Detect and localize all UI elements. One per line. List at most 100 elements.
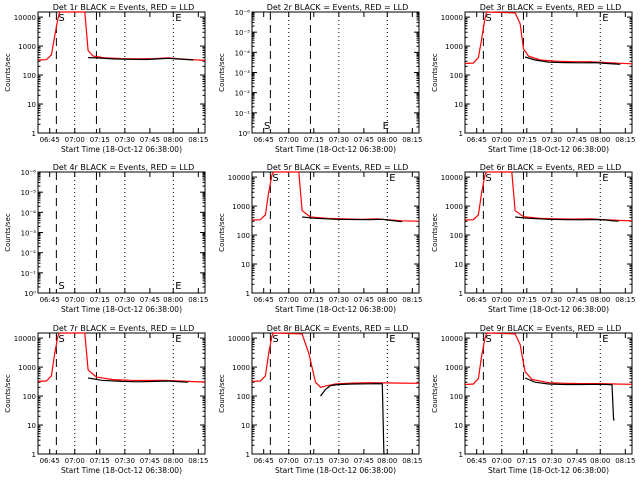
x-tick-label: 07:30 (329, 296, 349, 304)
y-axis-label: Counts/sec (431, 213, 439, 252)
series-events-line (320, 382, 386, 455)
detector-panel: 1 10 100 1000 10000 06:45 07:00 07:15 07:30 07:45… (4, 324, 208, 475)
y-tick-label: 10000 (228, 174, 250, 182)
x-tick-label: 08:00 (590, 136, 610, 144)
y-axis-label: Counts/sec (218, 213, 226, 252)
x-tick-label: 07:30 (115, 136, 135, 144)
x-tick-label: 06:45 (40, 457, 60, 465)
x-tick-label: 07:15 (517, 136, 537, 144)
plot-frame (37, 11, 206, 134)
x-tick-label: 07:00 (65, 136, 85, 144)
y-tick-label: 1 (459, 451, 463, 459)
event-marker-E: E (389, 334, 395, 345)
y-tick-label: 10000 (441, 14, 463, 22)
x-tick-label: 07:15 (517, 296, 537, 304)
event-marker-S: S (485, 173, 491, 184)
event-marker-S: S (58, 13, 64, 24)
y-tick-label: 1000 (232, 203, 250, 211)
y-tick-label: 1 (459, 290, 463, 298)
y-tick-label: 1 (246, 451, 250, 459)
panel-title: Det 5r BLACK = Events, RED = LLD (267, 163, 409, 172)
x-tick-label: 08:00 (377, 296, 397, 304)
y-tick-label: 10000 (14, 14, 36, 22)
x-tick-label: 07:00 (492, 457, 512, 465)
event-marker-S: S (272, 173, 278, 184)
y-tick-label: 10 (27, 422, 36, 430)
x-axis-label: Start Time (18-Oct-12 06:38:00) (61, 466, 182, 475)
y-tick-label: 100 (450, 393, 463, 401)
x-tick-label: 07:00 (65, 457, 85, 465)
x-tick-label: 07:45 (140, 136, 160, 144)
series-events-line (524, 56, 621, 65)
x-tick-label: 08:00 (163, 457, 183, 465)
detector-panel: 10⁰ 10⁻¹ 10⁻² 10⁻³ 10⁻⁴ 10⁻⁵ 10⁻⁶ 06:45 07:00 07:… (218, 3, 422, 154)
x-tick-label: 07:15 (304, 457, 324, 465)
y-tick-label: 10000 (228, 335, 250, 343)
y-tick-label: 1000 (445, 364, 463, 372)
event-marker-E: E (602, 13, 608, 24)
y-tick-label: 10 (241, 261, 250, 269)
event-marker-S: S (485, 13, 491, 24)
x-tick-label: 07:30 (115, 296, 135, 304)
panel-title: Det 4r BLACK = Events, RED = LLD (53, 163, 195, 172)
x-axis-label: Start Time (18-Oct-12 06:38:00) (488, 466, 609, 475)
x-tick-label: 08:15 (402, 457, 422, 465)
plot-frame (251, 11, 420, 134)
y-tick-label: 100 (237, 232, 250, 240)
x-tick-label: 08:15 (188, 136, 208, 144)
detector-panel: 1 10 100 1000 10000 06:45 07:00 07:15 07:30 07:45… (431, 163, 635, 314)
detector-panel: 1 10 100 1000 10000 06:45 07:00 07:15 07:30 07:45… (4, 3, 208, 154)
x-tick-label: 08:15 (615, 136, 635, 144)
x-tick-label: 08:15 (188, 457, 208, 465)
x-tick-label: 07:00 (65, 296, 85, 304)
event-marker-E: E (175, 281, 181, 292)
x-tick-label: 07:00 (279, 457, 299, 465)
y-tick-label: 10000 (14, 335, 36, 343)
x-tick-label: 07:00 (279, 136, 299, 144)
x-axis-label: Start Time (18-Oct-12 06:38:00) (488, 145, 609, 154)
event-marker-S: S (58, 281, 64, 292)
series-events-line (515, 216, 619, 222)
panel-title: Det 1r BLACK = Events, RED = LLD (53, 3, 195, 12)
series-events-line (302, 216, 403, 223)
detector-panel: 10⁰ 10⁻¹ 10⁻² 10⁻³ 10⁻⁴ 10⁻⁵ 10⁻⁶ 06:45 07:00 07:… (4, 163, 208, 314)
y-tick-label: 10 (27, 101, 36, 109)
x-tick-label: 07:45 (354, 296, 374, 304)
x-axis-label: Start Time (18-Oct-12 06:38:00) (275, 466, 396, 475)
plot-frame (464, 332, 633, 455)
series-events-line (524, 377, 615, 421)
panel-title: Det 9r BLACK = Events, RED = LLD (480, 324, 622, 333)
x-tick-label: 07:00 (492, 136, 512, 144)
y-tick-label: 10⁰ (238, 130, 250, 138)
x-tick-label: 08:00 (163, 296, 183, 304)
y-tick-label: 1000 (232, 364, 250, 372)
event-marker-E: E (175, 13, 181, 24)
y-tick-label: 10 (454, 101, 463, 109)
x-tick-label: 08:00 (590, 457, 610, 465)
y-tick-label: 10⁰ (24, 290, 36, 298)
y-axis-label: Counts/sec (4, 53, 12, 92)
detector-panel: 1 10 100 1000 10000 06:45 07:00 07:15 07:30 07:45… (218, 324, 422, 475)
y-axis-label: Counts/sec (4, 213, 12, 252)
detector-panel: 1 10 100 1000 10000 06:45 07:00 07:15 07:30 07:45… (431, 324, 635, 475)
x-tick-label: 06:45 (254, 296, 274, 304)
y-tick-label: 1 (32, 130, 36, 138)
x-tick-label: 06:45 (254, 136, 274, 144)
panel-title: Det 7r BLACK = Events, RED = LLD (53, 324, 195, 333)
x-tick-label: 08:00 (590, 296, 610, 304)
event-marker-S: S (264, 121, 270, 132)
x-tick-label: 07:15 (90, 457, 110, 465)
series-lld-line (464, 11, 633, 65)
x-tick-label: 07:30 (115, 457, 135, 465)
y-tick-label: 1000 (18, 43, 36, 51)
y-axis-label: Counts/sec (4, 374, 12, 413)
y-tick-label: 10⁻¹ (235, 110, 251, 118)
x-axis-label: Start Time (18-Oct-12 06:38:00) (488, 305, 609, 314)
x-tick-label: 06:45 (467, 136, 487, 144)
event-marker-S: S (485, 334, 491, 345)
x-tick-label: 07:15 (304, 296, 324, 304)
x-tick-label: 07:15 (90, 296, 110, 304)
x-axis-label: Start Time (18-Oct-12 06:38:00) (275, 305, 396, 314)
x-tick-label: 07:00 (492, 296, 512, 304)
y-tick-label: 10 (454, 422, 463, 430)
